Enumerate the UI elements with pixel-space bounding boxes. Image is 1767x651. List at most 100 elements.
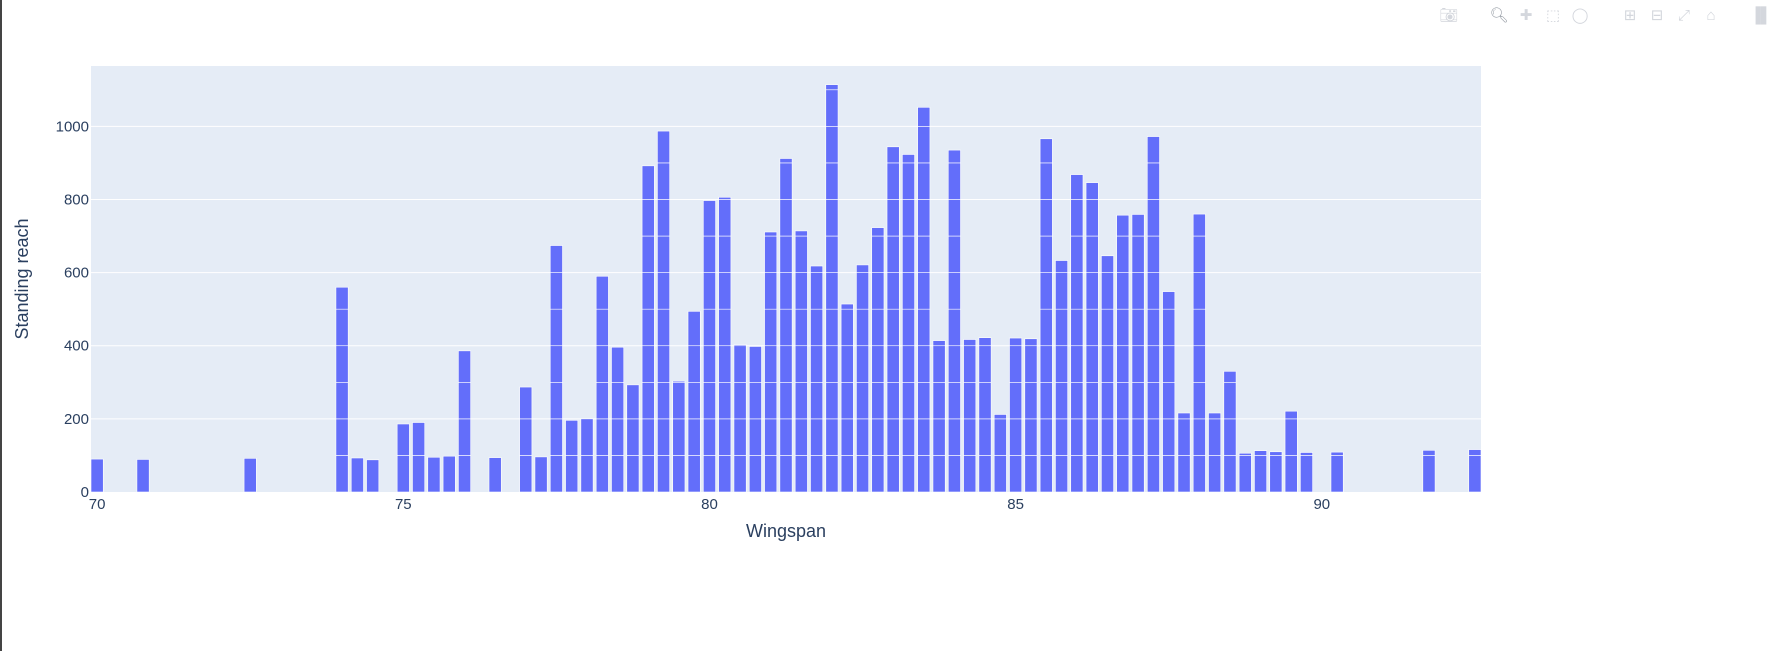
bar-segment[interactable] bbox=[764, 272, 778, 310]
bar-segment[interactable] bbox=[1131, 272, 1145, 310]
bar-segment[interactable] bbox=[902, 345, 915, 383]
bar-segment[interactable] bbox=[902, 199, 915, 237]
bar-segment[interactable] bbox=[1146, 162, 1160, 200]
bar-segment[interactable] bbox=[779, 162, 793, 200]
bar[interactable] bbox=[580, 418, 594, 493]
bar-segment[interactable] bbox=[733, 418, 747, 456]
bar-segment[interactable] bbox=[1162, 418, 1176, 456]
bar-segment[interactable] bbox=[458, 382, 471, 420]
bar-segment[interactable] bbox=[1223, 418, 1237, 456]
bar-segment[interactable] bbox=[657, 199, 670, 237]
bar-segment[interactable] bbox=[718, 272, 732, 310]
bar-segment[interactable] bbox=[1254, 450, 1267, 456]
bar-segment[interactable] bbox=[1131, 308, 1145, 347]
bar-segment[interactable] bbox=[902, 455, 915, 493]
bar-segment[interactable] bbox=[825, 272, 839, 310]
bar-segment[interactable] bbox=[1085, 235, 1099, 273]
bar-segment[interactable] bbox=[902, 308, 915, 347]
bar-segment[interactable] bbox=[718, 235, 732, 273]
bar-segment[interactable] bbox=[243, 458, 257, 493]
bar-segment[interactable] bbox=[519, 386, 533, 420]
bar-segment[interactable] bbox=[641, 345, 655, 383]
bar[interactable] bbox=[1116, 214, 1130, 493]
bar-segment[interactable] bbox=[1162, 291, 1176, 310]
bar-segment[interactable] bbox=[703, 345, 716, 383]
bar-segment[interactable] bbox=[412, 455, 426, 493]
bar-segment[interactable] bbox=[1101, 382, 1114, 420]
bar-segment[interactable] bbox=[1330, 455, 1344, 493]
bar-segment[interactable] bbox=[917, 107, 931, 127]
bar-segment[interactable] bbox=[1284, 418, 1298, 456]
bar-segment[interactable] bbox=[917, 272, 931, 310]
bar-segment[interactable] bbox=[1070, 382, 1084, 420]
bar-segment[interactable] bbox=[703, 418, 716, 456]
bar-segment[interactable] bbox=[687, 418, 701, 456]
bar-segment[interactable] bbox=[657, 272, 670, 310]
bar-segment[interactable] bbox=[1070, 455, 1084, 493]
bar-segment[interactable] bbox=[350, 457, 364, 493]
bar-segment[interactable] bbox=[947, 235, 961, 273]
bar-segment[interactable] bbox=[840, 303, 854, 310]
bar[interactable] bbox=[917, 107, 931, 493]
bar-segment[interactable] bbox=[840, 382, 854, 420]
bar-segment[interactable] bbox=[718, 455, 732, 493]
bar-segment[interactable] bbox=[963, 345, 977, 383]
bar-segment[interactable] bbox=[1192, 382, 1206, 420]
bar[interactable] bbox=[549, 245, 563, 493]
bar-segment[interactable] bbox=[335, 455, 349, 493]
bar-segment[interactable] bbox=[1024, 418, 1038, 456]
bar-segment[interactable] bbox=[794, 455, 808, 493]
bar-segment[interactable] bbox=[1055, 272, 1068, 310]
bar-segment[interactable] bbox=[1146, 199, 1160, 237]
bar-segment[interactable] bbox=[1131, 345, 1145, 383]
bar-segment[interactable] bbox=[871, 418, 885, 456]
bar[interactable] bbox=[1177, 412, 1191, 493]
bar[interactable] bbox=[703, 200, 716, 493]
bar-segment[interactable] bbox=[748, 346, 762, 383]
bar-segment[interactable] bbox=[886, 308, 900, 347]
bar-segment[interactable] bbox=[794, 230, 808, 237]
bar[interactable] bbox=[1330, 451, 1344, 493]
bar-segment[interactable] bbox=[886, 162, 900, 200]
bar-segment[interactable] bbox=[626, 418, 640, 456]
bar-segment[interactable] bbox=[703, 200, 716, 237]
bar-segment[interactable] bbox=[764, 231, 778, 237]
bar-segment[interactable] bbox=[1055, 308, 1068, 347]
bar-segment[interactable] bbox=[1192, 345, 1206, 383]
bar-segment[interactable] bbox=[611, 346, 625, 383]
bar[interactable] bbox=[442, 455, 456, 493]
bar[interactable] bbox=[1131, 214, 1145, 493]
bar-segment[interactable] bbox=[1101, 418, 1114, 456]
bar-segment[interactable] bbox=[779, 455, 793, 493]
bar-segment[interactable] bbox=[1101, 255, 1114, 273]
bar-segment[interactable] bbox=[1300, 452, 1313, 456]
bar-segment[interactable] bbox=[580, 418, 594, 456]
bar-segment[interactable] bbox=[1192, 308, 1206, 347]
bar[interactable] bbox=[1223, 371, 1237, 493]
bar-segment[interactable] bbox=[794, 345, 808, 383]
plotly-logo-icon[interactable]: ▐▌ bbox=[1750, 6, 1767, 24]
bar-segment[interactable] bbox=[1208, 418, 1222, 456]
bar-segment[interactable] bbox=[1085, 345, 1099, 383]
bar-segment[interactable] bbox=[856, 382, 869, 420]
bar-segment[interactable] bbox=[886, 272, 900, 310]
bar-segment[interactable] bbox=[779, 382, 793, 420]
bar-segment[interactable] bbox=[412, 422, 426, 456]
bar-segment[interactable] bbox=[1085, 382, 1099, 420]
bar-segment[interactable] bbox=[1039, 272, 1053, 310]
bar-segment[interactable] bbox=[687, 382, 701, 420]
bar[interactable] bbox=[335, 286, 349, 493]
bar-segment[interactable] bbox=[978, 345, 992, 383]
bar-segment[interactable] bbox=[657, 130, 670, 164]
bar-segment[interactable] bbox=[733, 345, 747, 383]
bar-segment[interactable] bbox=[794, 382, 808, 420]
bar-segment[interactable] bbox=[580, 455, 594, 493]
bar-segment[interactable] bbox=[1223, 455, 1237, 493]
bar-segment[interactable] bbox=[856, 345, 869, 383]
bar-segment[interactable] bbox=[1131, 455, 1145, 493]
bar-segment[interactable] bbox=[886, 146, 900, 164]
bar-segment[interactable] bbox=[549, 345, 563, 383]
bar-segment[interactable] bbox=[703, 235, 716, 273]
bar-segment[interactable] bbox=[1009, 418, 1023, 456]
bar[interactable] bbox=[1254, 450, 1267, 493]
